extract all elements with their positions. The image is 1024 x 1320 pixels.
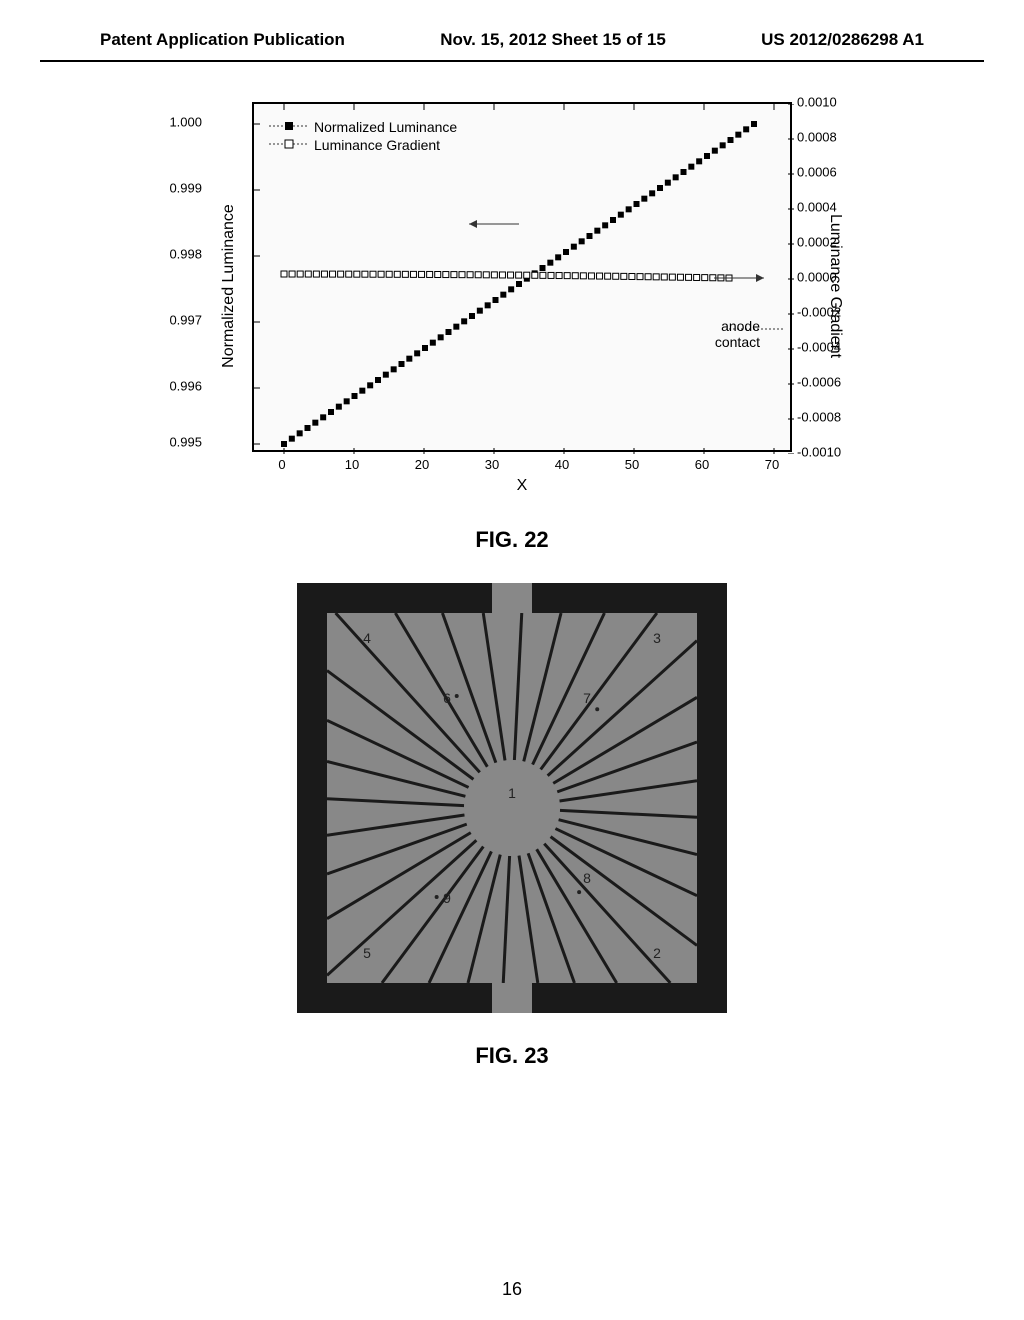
y-axis-left-label: Normalized Luminance: [220, 204, 238, 368]
fig22-chart: Normalized Luminance Luminance Gradient …: [152, 92, 872, 512]
y-right-tick: 0.0002: [797, 235, 837, 250]
y-right-tick: -0.0002: [797, 305, 841, 320]
header-right: US 2012/0286298 A1: [761, 30, 924, 50]
y-left-tick: 0.998: [169, 247, 202, 262]
plot-svg: [254, 104, 794, 454]
fig22-caption: FIG. 22: [0, 527, 1024, 553]
y-right-tick: -0.0006: [797, 375, 841, 390]
legend-label-2: Luminance Gradient: [314, 137, 440, 153]
y-left-tick: 0.996: [169, 379, 202, 394]
anode-annotation: anode contact: [715, 318, 760, 350]
radial-pattern: 1 2 3 4 5 6 7 8 9: [327, 613, 697, 983]
x-axis-label: X: [517, 477, 528, 495]
x-tick: 50: [625, 457, 639, 472]
x-tick: 0: [278, 457, 285, 472]
y-right-tick: -0.0008: [797, 410, 841, 425]
patent-header: Patent Application Publication Nov. 15, …: [40, 0, 984, 62]
svg-text:2: 2: [653, 945, 661, 961]
header-center: Nov. 15, 2012 Sheet 15 of 15: [440, 30, 666, 50]
y-left-tick: 0.999: [169, 181, 202, 196]
legend-item-1: Normalized Luminance: [269, 119, 457, 135]
svg-text:4: 4: [363, 630, 371, 646]
svg-text:1: 1: [508, 785, 516, 801]
svg-text:7: 7: [583, 690, 591, 706]
header-left: Patent Application Publication: [100, 30, 345, 50]
y-right-tick: -0.0010: [797, 445, 841, 460]
y-right-tick: 0.0006: [797, 165, 837, 180]
fig23-diagram: 1 2 3 4 5 6 7 8 9: [297, 583, 727, 1013]
tab-top: [492, 583, 532, 613]
legend-item-2: Luminance Gradient: [269, 137, 457, 153]
svg-text:8: 8: [583, 870, 591, 886]
chart-legend: Normalized Luminance Luminance Gradient: [269, 119, 457, 155]
y-right-tick: 0.0008: [797, 130, 837, 145]
y-left-tick: 0.995: [169, 435, 202, 450]
fig23-caption: FIG. 23: [0, 1043, 1024, 1069]
x-tick: 60: [695, 457, 709, 472]
x-tick: 70: [765, 457, 779, 472]
fig23-panel: 1 2 3 4 5 6 7 8 9: [327, 613, 697, 983]
y-left-tick: 0.997: [169, 313, 202, 328]
y-right-tick: -0.0004: [797, 340, 841, 355]
y-right-tick: 0.0010: [797, 95, 837, 110]
legend-marker-filled: [269, 119, 309, 135]
svg-text:3: 3: [653, 630, 661, 646]
x-tick: 40: [555, 457, 569, 472]
y-right-tick: 0.0000: [797, 270, 837, 285]
tab-bottom: [492, 983, 532, 1013]
page-number: 16: [502, 1279, 522, 1300]
x-tick: 30: [485, 457, 499, 472]
legend-marker-open: [269, 137, 309, 153]
x-tick: 10: [345, 457, 359, 472]
plot-area: Normalized Luminance Luminance Gradient …: [252, 102, 792, 452]
svg-text:9: 9: [443, 890, 451, 906]
svg-text:6: 6: [443, 690, 451, 706]
x-tick: 20: [415, 457, 429, 472]
fig23-frame: 1 2 3 4 5 6 7 8 9: [297, 583, 727, 1013]
y-left-tick: 1.000: [169, 115, 202, 130]
svg-text:5: 5: [363, 945, 371, 961]
y-right-tick: 0.0004: [797, 200, 837, 215]
legend-label-1: Normalized Luminance: [314, 119, 457, 135]
